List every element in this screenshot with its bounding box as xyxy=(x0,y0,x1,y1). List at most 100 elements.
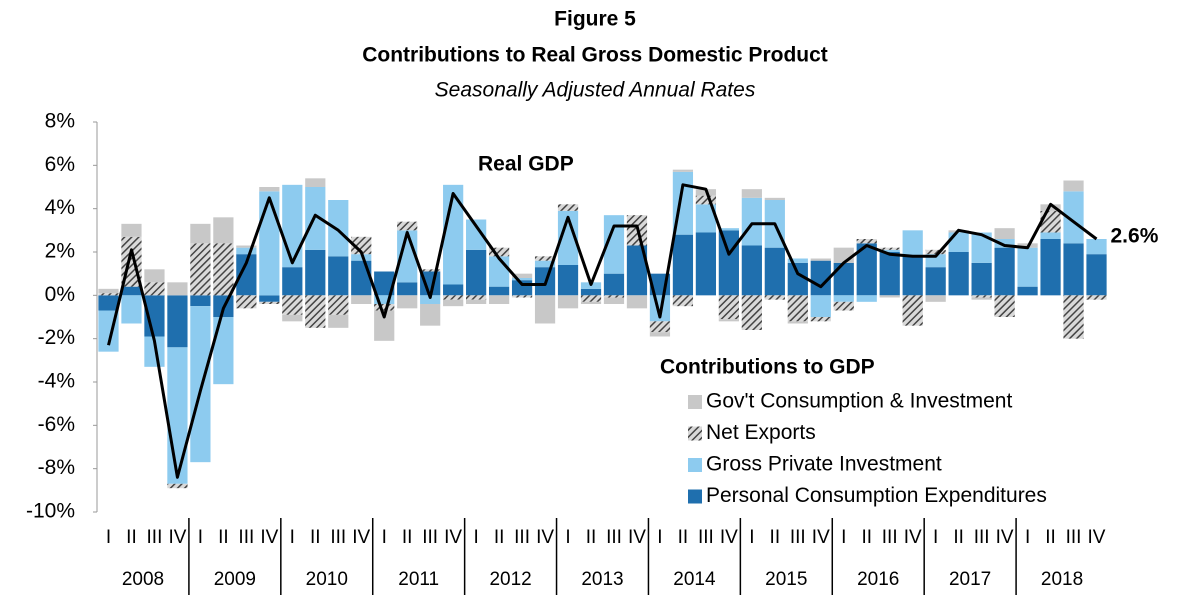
bar-segment xyxy=(488,247,510,257)
bar-segment xyxy=(259,187,280,192)
bar-segment xyxy=(603,215,625,274)
bar-segment xyxy=(443,295,464,300)
x-tick-label: I xyxy=(933,527,938,548)
bar-segment xyxy=(856,243,877,296)
bar-segment xyxy=(787,258,808,263)
legend-swatch xyxy=(688,489,702,504)
bar-segment xyxy=(764,197,785,200)
bar-segment xyxy=(121,223,142,237)
year-label: 2009 xyxy=(214,569,256,590)
bar-segment xyxy=(1063,243,1084,296)
bar-segment xyxy=(718,319,739,322)
bar-segment xyxy=(98,288,119,294)
bar-segment xyxy=(580,295,602,302)
bar-segment xyxy=(557,204,579,211)
bar-segment xyxy=(718,295,739,320)
year-label: 2016 xyxy=(857,569,899,590)
bar-segment xyxy=(144,336,165,367)
bar-segment xyxy=(1017,286,1038,296)
bar-segment xyxy=(397,282,418,296)
bar-segment xyxy=(1017,247,1038,287)
bar-segment xyxy=(649,332,671,337)
x-tick-label: II xyxy=(126,527,137,548)
bar-segment xyxy=(167,483,188,489)
bar-segment xyxy=(833,295,854,302)
bar-segment xyxy=(626,295,648,309)
bar-segment xyxy=(856,239,877,244)
bar-segment xyxy=(948,232,969,252)
y-tick-label: 4% xyxy=(45,196,75,219)
bar-segment xyxy=(695,204,717,233)
year-label: 2018 xyxy=(1041,569,1083,590)
bar-segment xyxy=(259,191,280,296)
y-tick-label: -10% xyxy=(26,500,75,523)
legend-label: Gross Private Investment xyxy=(706,453,942,476)
bar-segment xyxy=(695,232,717,296)
x-tick-label: III xyxy=(422,527,438,548)
bar-segment xyxy=(167,295,188,348)
y-tick-label: 0% xyxy=(45,283,75,306)
bar-segment xyxy=(603,273,625,296)
y-tick-label: 2% xyxy=(45,240,75,263)
legend-label: Gov't Consumption & Investment xyxy=(706,390,1012,413)
bar-segment xyxy=(603,297,625,304)
x-tick-label: I xyxy=(657,527,662,548)
bar-segment xyxy=(557,295,579,309)
bar-segment xyxy=(1040,232,1061,239)
legend-label: Personal Consumption Expendi­tures xyxy=(706,484,1047,507)
bar-segment xyxy=(236,295,257,309)
chart-subtitle: Seasonally Adjusted Annual Rates xyxy=(435,79,756,102)
y-tick-label: -4% xyxy=(38,370,75,393)
x-tick-label: III xyxy=(882,527,898,548)
bar-segment xyxy=(328,256,349,296)
bar-segment xyxy=(626,245,648,296)
x-tick-label: I xyxy=(382,527,387,548)
legend-title: Contributions to GDP xyxy=(660,356,875,379)
bar-segment xyxy=(879,249,900,252)
bar-segment xyxy=(580,288,602,296)
bar-segment xyxy=(374,295,395,304)
year-label: 2017 xyxy=(949,569,991,590)
bar-segment xyxy=(121,295,142,324)
bar-segment xyxy=(374,271,395,296)
bar-segment xyxy=(810,260,831,296)
bar-segment xyxy=(213,317,234,385)
year-label: 2012 xyxy=(489,569,531,590)
x-tick-label: I xyxy=(565,527,570,548)
bar-segment xyxy=(374,310,395,341)
bar-segment xyxy=(695,195,717,205)
bar-segment xyxy=(1063,191,1084,244)
bar-segment xyxy=(351,295,372,304)
bar-segment xyxy=(534,295,556,324)
x-tick-label: III xyxy=(698,527,714,548)
bar-segment xyxy=(557,265,579,296)
bar-segment xyxy=(787,321,808,324)
bar-segment xyxy=(833,262,854,296)
x-tick-label: II xyxy=(310,527,321,548)
bar-segment xyxy=(397,295,418,309)
x-tick-label: IV xyxy=(168,527,186,548)
bar-segment xyxy=(672,295,694,307)
bar-segment xyxy=(213,243,234,296)
x-tick-label: I xyxy=(1025,527,1030,548)
x-tick-label: III xyxy=(790,527,806,548)
line xyxy=(107,183,1098,479)
bar-segment xyxy=(994,295,1015,317)
year-label: 2014 xyxy=(673,569,716,590)
legend-label: Net Exports xyxy=(706,421,816,444)
bar-segment xyxy=(741,197,762,246)
bar-segment xyxy=(466,249,487,296)
x-tick-label: I xyxy=(198,527,203,548)
bar-segment xyxy=(488,256,510,287)
bar-segment xyxy=(1063,295,1084,339)
x-tick-label: I xyxy=(473,527,478,548)
bar-segment xyxy=(511,278,533,281)
bar-segment xyxy=(98,295,119,311)
x-tick-label: IV xyxy=(352,527,370,548)
bar-segment xyxy=(833,247,854,263)
x-tick-label: IV xyxy=(996,527,1014,548)
bar-segment xyxy=(259,295,280,302)
x-tick-label: II xyxy=(402,527,413,548)
bar-segment xyxy=(374,304,395,311)
chart-title: Figure 5 xyxy=(554,8,636,31)
